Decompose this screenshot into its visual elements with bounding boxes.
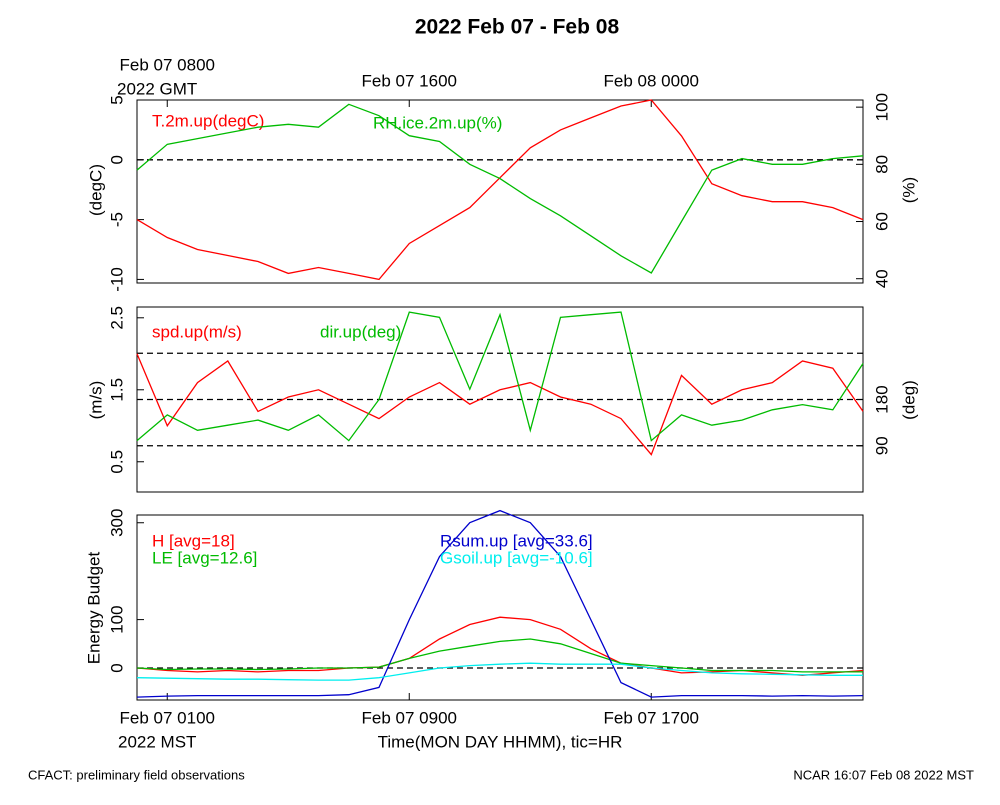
- legend-entry: Gsoil.up [avg=-10.6]: [440, 548, 593, 567]
- legend-entry: spd.up(m/s): [152, 322, 242, 341]
- data-line: [136, 662, 863, 681]
- x2-axis-note: 2022 GMT: [117, 79, 197, 98]
- x-axis-note: 2022 MST: [118, 732, 196, 751]
- plot-frame: [136, 99, 864, 284]
- x-axis-label: Time(MON DAY HHMM), tic=HR: [378, 732, 623, 751]
- x-tick-label: Feb 07 1700: [604, 708, 699, 727]
- footer-left: CFACT: preliminary field observations: [28, 767, 245, 782]
- y2-tick-label: 40: [872, 269, 891, 288]
- y-tick-label: 100: [107, 605, 126, 633]
- data-line: [136, 616, 864, 676]
- y-axis-label: (m/s): [86, 381, 105, 420]
- legend-entry: dir.up(deg): [320, 322, 401, 341]
- data-line: [136, 638, 863, 673]
- footer-right: NCAR 16:07 Feb 08 2022 MST: [793, 767, 974, 782]
- plot-frame: [136, 514, 864, 701]
- legend-entry: T.2m.up(degC): [152, 111, 264, 130]
- y-tick-label: -10: [107, 267, 126, 292]
- y-tick-label: 0.5: [107, 450, 126, 474]
- y2-axis-label: (%): [899, 177, 918, 203]
- data-line: [136, 353, 864, 456]
- y2-axis-label: (deg): [899, 380, 918, 420]
- data-line: [136, 99, 864, 281]
- y2-tick-label: 80: [872, 155, 891, 174]
- data-line: [136, 103, 864, 274]
- x-tick-label: Feb 07 0100: [120, 708, 215, 727]
- x2-tick-label: Feb 07 1600: [362, 71, 457, 90]
- legend-entry: LE [avg=12.6]: [152, 548, 257, 567]
- y2-tick-label: 100: [872, 93, 891, 121]
- x-tick-label: Feb 07 0900: [362, 708, 457, 727]
- y2-tick-label: 90: [872, 436, 891, 455]
- legend-entry: RH.ice.2m.up(%): [373, 113, 502, 132]
- y-tick-label: 0: [107, 155, 126, 164]
- y-tick-label: 300: [107, 509, 126, 537]
- page-title: 2022 Feb 07 - Feb 08: [415, 16, 620, 39]
- y-tick-label: 1.5: [107, 378, 126, 402]
- y-tick-label: 2.5: [107, 306, 126, 330]
- data-line: [136, 311, 864, 442]
- y-tick-label: -5: [107, 212, 126, 227]
- x2-tick-label: Feb 07 0800: [120, 55, 215, 74]
- y-tick-label: 5: [107, 95, 126, 104]
- legend-entry: H [avg=18]: [152, 531, 235, 550]
- x2-tick-label: Feb 08 0000: [604, 71, 699, 90]
- y2-tick-label: 180: [872, 385, 891, 413]
- y2-tick-label: 60: [872, 212, 891, 231]
- data-line: [136, 509, 864, 698]
- y-tick-label: 0: [107, 663, 126, 672]
- y-axis-label: Energy Budget: [84, 551, 103, 664]
- legend-entry: Rsum.up [avg=33.6]: [440, 531, 593, 550]
- y-axis-label: (degC): [86, 164, 105, 216]
